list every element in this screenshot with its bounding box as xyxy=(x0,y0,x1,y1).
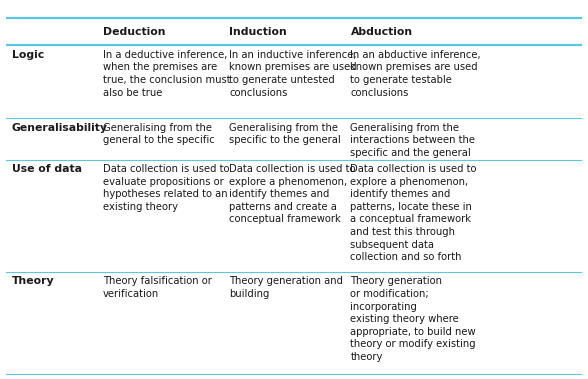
Text: Data collection is used to
explore a phenomenon,
identify themes and
patterns an: Data collection is used to explore a phe… xyxy=(229,164,356,224)
Text: Induction: Induction xyxy=(229,27,287,37)
Text: In an inductive inference,
known premises are used
to generate untested
conclusi: In an inductive inference, known premise… xyxy=(229,50,357,97)
Text: In an abductive inference,
known premises are used
to generate testable
conclusi: In an abductive inference, known premise… xyxy=(350,50,481,97)
Text: Generalising from the
interactions between the
specific and the general: Generalising from the interactions betwe… xyxy=(350,123,476,158)
Text: Theory generation and
building: Theory generation and building xyxy=(229,276,343,299)
Text: Abduction: Abduction xyxy=(350,27,413,37)
Text: Generalising from the
specific to the general: Generalising from the specific to the ge… xyxy=(229,123,341,145)
Text: Theory generation
or modification;
incorporating
existing theory where
appropria: Theory generation or modification; incor… xyxy=(350,276,476,362)
Text: Generalisability: Generalisability xyxy=(12,123,108,133)
Text: Data collection is used to
evaluate propositions or
hypotheses related to an
exi: Data collection is used to evaluate prop… xyxy=(103,164,229,212)
Text: Deduction: Deduction xyxy=(103,27,165,37)
Text: Theory: Theory xyxy=(12,276,54,287)
Text: In a deductive inference,
when the premises are
true, the conclusion must
also b: In a deductive inference, when the premi… xyxy=(103,50,230,97)
Text: Use of data: Use of data xyxy=(12,164,82,174)
Text: Generalising from the
general to the specific: Generalising from the general to the spe… xyxy=(103,123,215,145)
Text: Data collection is used to
explore a phenomenon,
identify themes and
patterns, l: Data collection is used to explore a phe… xyxy=(350,164,477,262)
Text: Logic: Logic xyxy=(12,50,44,60)
Text: Theory falsification or
verification: Theory falsification or verification xyxy=(103,276,212,299)
